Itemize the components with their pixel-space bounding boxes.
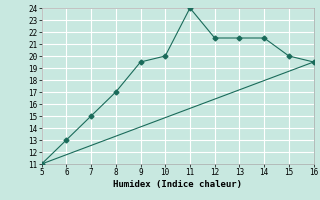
X-axis label: Humidex (Indice chaleur): Humidex (Indice chaleur): [113, 180, 242, 189]
